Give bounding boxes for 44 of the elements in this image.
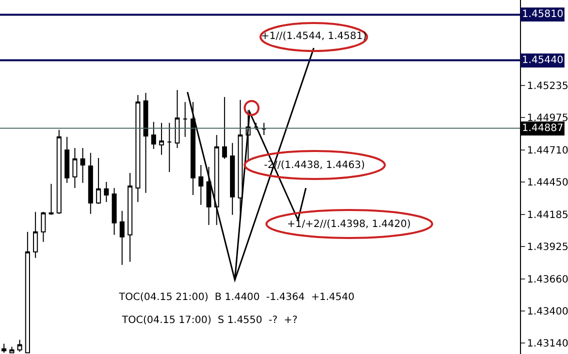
candlestick (174, 89, 180, 148)
candlestick (198, 164, 204, 206)
candlestick (72, 147, 78, 188)
annotation: +1//(1.4544, 1.4581) (261, 31, 367, 42)
ref-line-label: 1.44887 (522, 123, 564, 134)
candlestick (96, 157, 101, 204)
candlestick (206, 166, 212, 226)
annotation: TOC(04.15 21:00) B 1.4400 -1.4364 +1.4540 (118, 292, 354, 303)
y-tick-label: 1.44975 (527, 112, 568, 124)
candlestick (112, 187, 117, 236)
y-tick-label: 1.43660 (527, 274, 568, 286)
candlestick (135, 94, 140, 202)
y-tick-label: 1.44185 (527, 210, 568, 221)
candlestick (64, 136, 70, 184)
candlestick (182, 102, 188, 138)
annotation: TOC(04.15 17:00) S 1.4550 -? +? (121, 315, 298, 326)
candlestick (128, 172, 132, 262)
ref-line-label: 1.45440 (522, 55, 564, 66)
candlestick (254, 122, 258, 130)
y-tick-label: 1.45235 (527, 80, 568, 92)
candlestick (80, 147, 86, 184)
candlestick (166, 122, 172, 172)
y-tick-label: 1.44710 (527, 145, 568, 156)
candlestick (40, 211, 46, 242)
candlestick (143, 92, 148, 194)
candlestick (222, 96, 227, 160)
candlestick (230, 142, 235, 216)
candlestick (159, 122, 164, 156)
candlestick (104, 181, 109, 202)
candlestick (33, 211, 38, 258)
y-tick-label: 1.43400 (527, 306, 568, 318)
candlestick (120, 210, 125, 266)
y-tick-label: 1.43140 (527, 338, 568, 350)
annotation: +1/+2//(1.4398, 1.4420) (287, 219, 411, 230)
candlestick (151, 121, 156, 150)
candlestick (214, 134, 220, 226)
y-tick-label: 1.44450 (527, 177, 568, 188)
y-tick-label: 1.43925 (527, 242, 568, 253)
candlestick (262, 122, 266, 136)
ref-line-label: 1.45810 (522, 9, 564, 20)
candlestick (48, 183, 54, 216)
candlestick (88, 152, 94, 214)
candlestick (190, 102, 196, 196)
candlestick (56, 129, 62, 214)
